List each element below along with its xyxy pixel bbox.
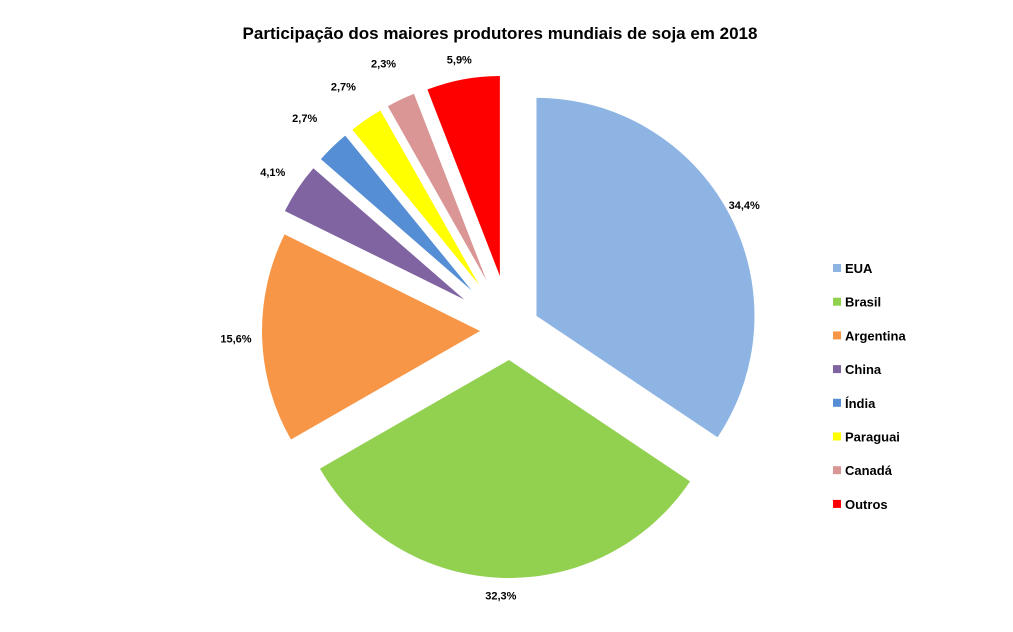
- data-label: 32,3%: [485, 590, 516, 602]
- legend-swatch: [833, 331, 841, 340]
- legend-label: Índia: [845, 396, 876, 411]
- data-label: 2,7%: [292, 113, 317, 125]
- legend-label: Canadá: [845, 463, 893, 478]
- pie-slice-paraguai: [352, 110, 479, 285]
- legend-swatch: [833, 264, 841, 272]
- pie-slice-argentina: [262, 234, 481, 440]
- legend-label: China: [845, 362, 882, 377]
- legend-label: EUA: [845, 261, 873, 276]
- pie-slice-india: [320, 135, 472, 291]
- legend-label: Paraguai: [845, 430, 900, 445]
- data-label: 34,4%: [729, 200, 760, 212]
- legend-swatch: [833, 398, 841, 407]
- pie-slice-brasil: [319, 359, 691, 578]
- legend-label: Outros: [845, 497, 888, 512]
- legend-label: Argentina: [845, 328, 906, 343]
- data-label: 2,7%: [331, 82, 356, 94]
- data-labels: 34,4% 32,3% 15,6% 4,1% 2,7% 2,7% 2,3% 5,9%: [220, 55, 760, 603]
- legend: EUA Brasil Argentina China Índia Paraguai Cana…: [833, 261, 906, 512]
- legend-label: Brasil: [845, 295, 881, 310]
- data-label: 15,6%: [220, 334, 251, 346]
- data-label: 4,1%: [260, 167, 285, 179]
- pie-slice-outros: [427, 75, 500, 276]
- chart-title: Participação dos maiores produtores mund…: [243, 24, 758, 43]
- legend-swatch: [833, 432, 841, 441]
- pie-slice-china: [284, 168, 465, 300]
- legend-swatch: [833, 365, 841, 374]
- legend-swatch: [833, 466, 841, 475]
- pie-slice-eua: [536, 97, 755, 438]
- pie-slice-canada: [387, 93, 487, 281]
- legend-swatch: [833, 499, 841, 508]
- data-label: 5,9%: [447, 55, 472, 67]
- data-label: 2,3%: [371, 58, 396, 70]
- pie-slices: [262, 75, 755, 578]
- legend-swatch: [833, 297, 841, 306]
